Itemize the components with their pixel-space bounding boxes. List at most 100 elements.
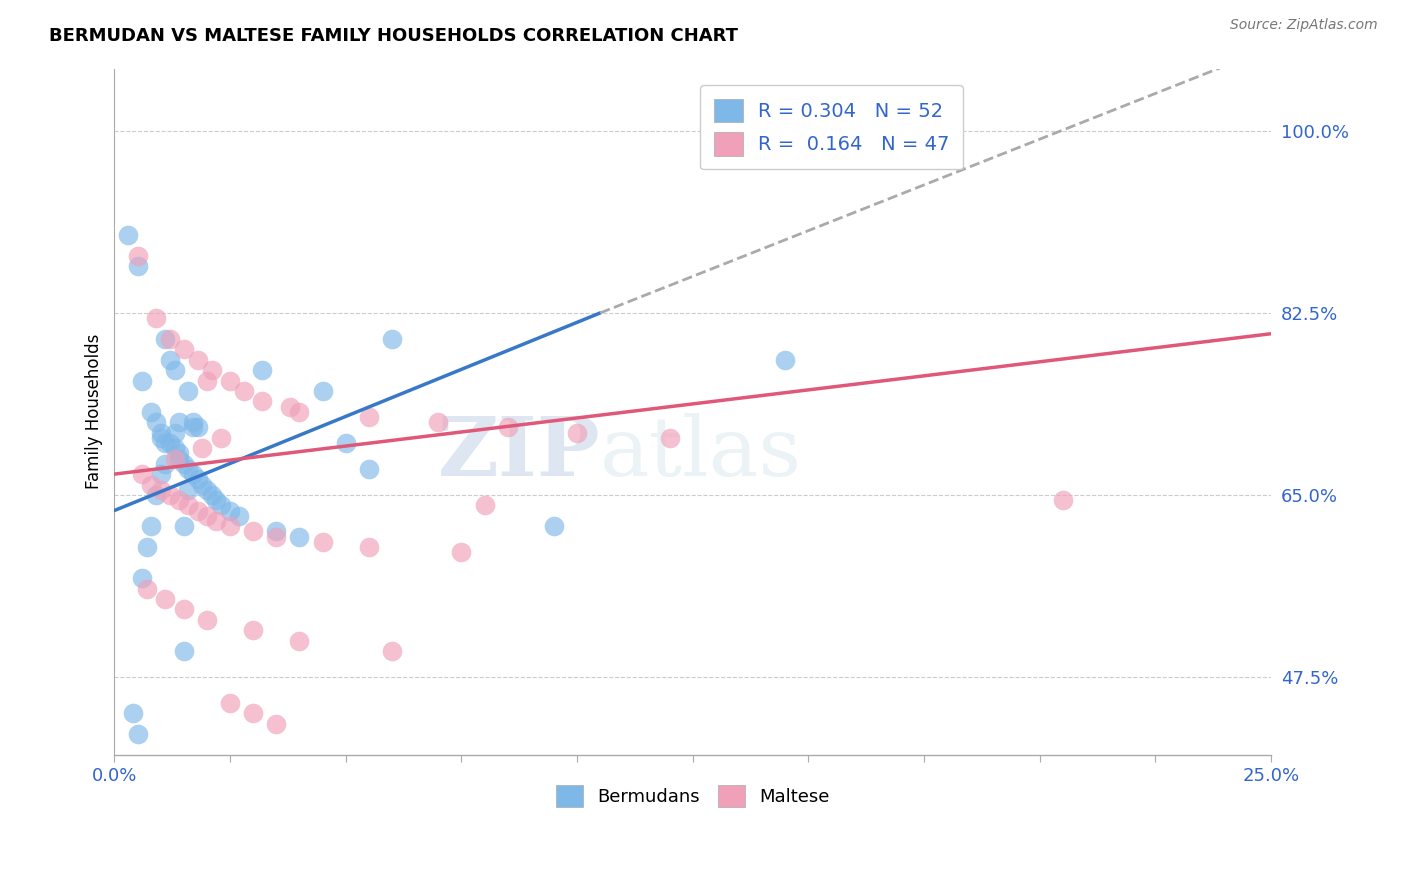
Point [200, 488, 222, 502]
Point [381, 332, 404, 346]
Point [219, 503, 242, 517]
Text: ZIP: ZIP [437, 413, 600, 493]
Point [200, 363, 222, 377]
Point [159, 332, 181, 346]
Point [127, 259, 149, 273]
Point [177, 483, 200, 497]
Point [565, 425, 588, 440]
Point [242, 524, 264, 539]
Point [163, 441, 186, 455]
Point [288, 405, 311, 419]
Point [205, 514, 228, 528]
Point [173, 602, 195, 616]
Point [195, 508, 218, 523]
Point [159, 352, 181, 367]
Point [228, 508, 250, 523]
Point [135, 540, 157, 554]
Point [311, 384, 333, 398]
Point [252, 394, 274, 409]
Point [122, 706, 145, 721]
Point [474, 498, 496, 512]
Point [311, 534, 333, 549]
Point [173, 519, 195, 533]
Point [163, 425, 186, 440]
Point [173, 644, 195, 658]
Point [496, 420, 519, 434]
Point [335, 436, 357, 450]
Point [131, 571, 153, 585]
Point [181, 467, 204, 482]
Point [658, 431, 681, 445]
Point [155, 457, 177, 471]
Point [381, 644, 404, 658]
Point [159, 436, 181, 450]
Point [173, 457, 195, 471]
Point [163, 363, 186, 377]
Point [266, 524, 288, 539]
Point [191, 441, 214, 455]
Point [167, 446, 190, 460]
Point [195, 483, 218, 497]
Point [117, 227, 139, 242]
Point [149, 467, 172, 482]
Text: Source: ZipAtlas.com: Source: ZipAtlas.com [1230, 18, 1378, 32]
Point [135, 582, 157, 596]
Point [357, 540, 380, 554]
Point [219, 374, 242, 388]
Point [357, 409, 380, 424]
Point [195, 374, 218, 388]
Point [195, 613, 218, 627]
Point [145, 488, 167, 502]
Point [131, 374, 153, 388]
Point [191, 477, 214, 491]
Point [149, 483, 172, 497]
Point [252, 363, 274, 377]
Point [187, 420, 209, 434]
Point [177, 384, 200, 398]
Point [187, 503, 209, 517]
Point [149, 431, 172, 445]
Point [288, 633, 311, 648]
Point [167, 451, 190, 466]
Point [450, 545, 472, 559]
Point [278, 400, 301, 414]
Y-axis label: Family Households: Family Households [86, 334, 103, 490]
Point [127, 727, 149, 741]
Point [266, 716, 288, 731]
Point [163, 451, 186, 466]
Point [173, 343, 195, 357]
Point [177, 462, 200, 476]
Point [167, 493, 190, 508]
Point [242, 623, 264, 637]
Point [219, 696, 242, 710]
Point [167, 415, 190, 429]
Point [159, 488, 181, 502]
Point [131, 467, 153, 482]
Point [266, 529, 288, 543]
Point [181, 420, 204, 434]
Point [155, 591, 177, 606]
Point [187, 352, 209, 367]
Point [357, 462, 380, 476]
Point [181, 415, 204, 429]
Point [205, 493, 228, 508]
Point [141, 477, 163, 491]
Point [177, 498, 200, 512]
Point [775, 352, 797, 367]
Point [127, 249, 149, 263]
Point [242, 706, 264, 721]
Point [543, 519, 565, 533]
Point [155, 436, 177, 450]
Point [145, 415, 167, 429]
Point [141, 405, 163, 419]
Point [1052, 493, 1074, 508]
Point [233, 384, 256, 398]
Point [209, 431, 232, 445]
Point [209, 498, 232, 512]
Point [219, 519, 242, 533]
Point [141, 519, 163, 533]
Point [149, 425, 172, 440]
Text: BERMUDAN VS MALTESE FAMILY HOUSEHOLDS CORRELATION CHART: BERMUDAN VS MALTESE FAMILY HOUSEHOLDS CO… [49, 27, 738, 45]
Point [155, 332, 177, 346]
Point [145, 311, 167, 326]
